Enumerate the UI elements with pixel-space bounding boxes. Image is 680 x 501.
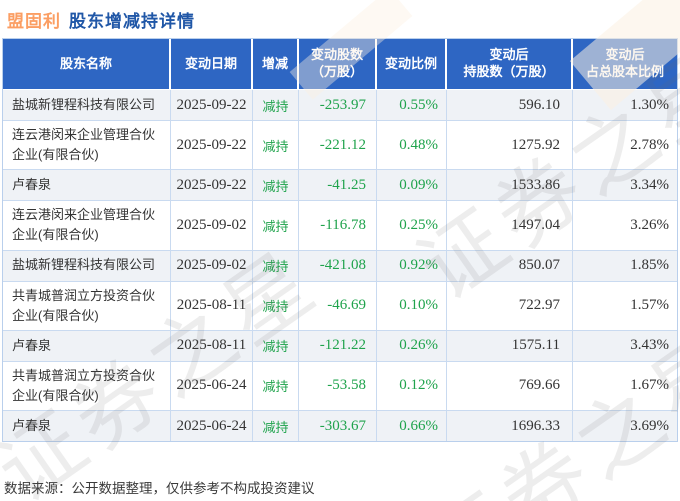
table-row: 盐城新锂程科技有限公司 2025-09-02 减持 -421.08 0.92% 850.0…	[3, 250, 677, 282]
cell-after-shares: 1533.86	[447, 170, 573, 201]
cell-after-shares: 722.97	[447, 281, 573, 330]
cell-change-ratio: 0.12%	[377, 361, 447, 411]
cell-date: 2025-09-22	[171, 170, 253, 201]
cell-action: 减持	[253, 170, 299, 201]
cell-name: 卢春泉	[3, 330, 171, 361]
cell-name: 盐城新锂程科技有限公司	[3, 90, 171, 120]
column-header: 变动股数 （万股）	[299, 39, 377, 89]
column-header: 变动比例	[377, 39, 447, 89]
cell-change-ratio: 0.66%	[377, 411, 447, 442]
cell-change-ratio: 0.09%	[377, 170, 447, 201]
cell-after-ratio: 1.57%	[630, 297, 669, 314]
table-header-row: 股东名称 变动日期 增减 变动股数 （万股） 变动比例 变动后 持股数（万股） 变动后 占总…	[3, 39, 677, 90]
cell-change-ratio: 0.92%	[377, 250, 447, 281]
cell-after-ratio: 1.30%	[630, 96, 669, 113]
cell-name: 连云港闵来企业管理合伙企业(有限合伙)	[3, 121, 171, 170]
cell-change-shares: -253.97	[299, 90, 377, 120]
cell-change-shares: -121.22	[299, 330, 377, 361]
data-source-note: 数据来源：公开数据整理，仅供参考不构成投资建议	[4, 481, 315, 496]
cell-after-shares: 596.10	[447, 90, 573, 120]
cell-change-shares: -53.58	[299, 361, 377, 411]
table-row: 连云港闵来企业管理合伙企业(有限合伙) 2025-09-22 减持 -221.12 0.…	[3, 121, 677, 171]
holders-table: 股东名称 变动日期 增减 变动股数 （万股） 变动比例 变动后 持股数（万股） 变动后 占总…	[2, 38, 678, 443]
table-row: 卢春泉 2025-09-22 减持 -41.25 0.09% 1533.86 3.34%	[3, 170, 677, 202]
cell-date: 2025-09-02	[171, 250, 253, 281]
cell-action: 减持	[253, 90, 299, 120]
cell-after-ratio: 1.67%	[630, 377, 669, 394]
table-row: 盐城新锂程科技有限公司 2025-09-22 减持 -253.97 0.55% 596.1…	[3, 90, 677, 121]
cell-name: 卢春泉	[3, 170, 171, 201]
cell-date: 2025-09-02	[171, 201, 253, 250]
page-title-text: 股东增减持详情	[69, 12, 195, 31]
cell-name: 连云港闵来企业管理合伙企业(有限合伙)	[3, 201, 171, 250]
cell-change-shares: -41.25	[299, 170, 377, 201]
cell-change-shares: -46.69	[299, 281, 377, 330]
cell-name: 共青城普润立方投资合伙企业(有限合伙)	[3, 361, 171, 411]
cell-action: 减持	[253, 330, 299, 361]
cell-action: 减持	[253, 411, 299, 442]
column-header: 股东名称	[3, 39, 171, 89]
cell-name: 卢春泉	[3, 411, 171, 442]
cell-date: 2025-06-24	[171, 411, 253, 442]
cell-name: 共青城普润立方投资合伙企业(有限合伙)	[3, 281, 171, 330]
column-header: 变动后 持股数（万股）	[447, 39, 573, 89]
cell-date: 2025-09-22	[171, 121, 253, 170]
cell-after-shares: 769.66	[447, 361, 573, 411]
cell-after-shares: 1575.11	[447, 330, 573, 361]
table-row: 卢春泉 2025-06-24 减持 -303.67 0.66% 1696.33 3.69%	[3, 411, 677, 442]
cell-after-ratio: 3.26%	[630, 216, 669, 233]
cell-change-ratio: 0.26%	[377, 330, 447, 361]
page-title: 盟固利 股东增减持详情	[7, 7, 195, 32]
cell-after-shares: 850.07	[447, 250, 573, 281]
cell-action: 减持	[253, 250, 299, 281]
cell-change-ratio: 0.55%	[377, 90, 447, 120]
cell-action: 减持	[253, 201, 299, 250]
cell-after-ratio: 2.78%	[630, 136, 669, 153]
cell-name: 盐城新锂程科技有限公司	[3, 250, 171, 281]
cell-action: 减持	[253, 281, 299, 330]
cell-after-ratio: 3.34%	[630, 176, 669, 193]
cell-after-shares: 1696.33	[447, 411, 573, 442]
cell-change-ratio: 0.48%	[377, 121, 447, 170]
cell-change-ratio: 0.25%	[377, 201, 447, 250]
cell-after-ratio: 3.69%	[630, 417, 669, 434]
table-row: 卢春泉 2025-08-11 减持 -121.22 0.26% 1575.11 3.43%	[3, 330, 677, 362]
cell-date: 2025-08-11	[171, 281, 253, 330]
table-row: 共青城普润立方投资合伙企业(有限合伙) 2025-08-11 减持 -46.69 0.1…	[3, 281, 677, 331]
cell-after-ratio: 3.43%	[630, 337, 669, 354]
cell-date: 2025-09-22	[171, 90, 253, 120]
cell-change-shares: -116.78	[299, 201, 377, 250]
cell-after-ratio: 1.85%	[630, 257, 669, 274]
table-body: 盐城新锂程科技有限公司 2025-09-22 减持 -253.97 0.55% 596.1…	[3, 90, 677, 442]
cell-date: 2025-06-24	[171, 361, 253, 411]
column-header: 增减	[253, 39, 299, 89]
cell-after-shares: 1275.92	[447, 121, 573, 170]
cell-change-ratio: 0.10%	[377, 281, 447, 330]
stock-name: 盟固利	[7, 12, 61, 31]
table-row: 共青城普润立方投资合伙企业(有限合伙) 2025-06-24 减持 -53.58 0.1…	[3, 361, 677, 412]
cell-after-shares: 1497.04	[447, 201, 573, 250]
cell-change-shares: -303.67	[299, 411, 377, 442]
cell-change-shares: -421.08	[299, 250, 377, 281]
cell-action: 减持	[253, 121, 299, 170]
cell-change-shares: -221.12	[299, 121, 377, 170]
column-header: 变动日期	[171, 39, 253, 89]
cell-date: 2025-08-11	[171, 330, 253, 361]
table-row: 连云港闵来企业管理合伙企业(有限合伙) 2025-09-02 减持 -116.78 0.…	[3, 201, 677, 251]
column-header: 变动后 占总股本比例	[585, 47, 664, 79]
cell-action: 减持	[253, 361, 299, 411]
